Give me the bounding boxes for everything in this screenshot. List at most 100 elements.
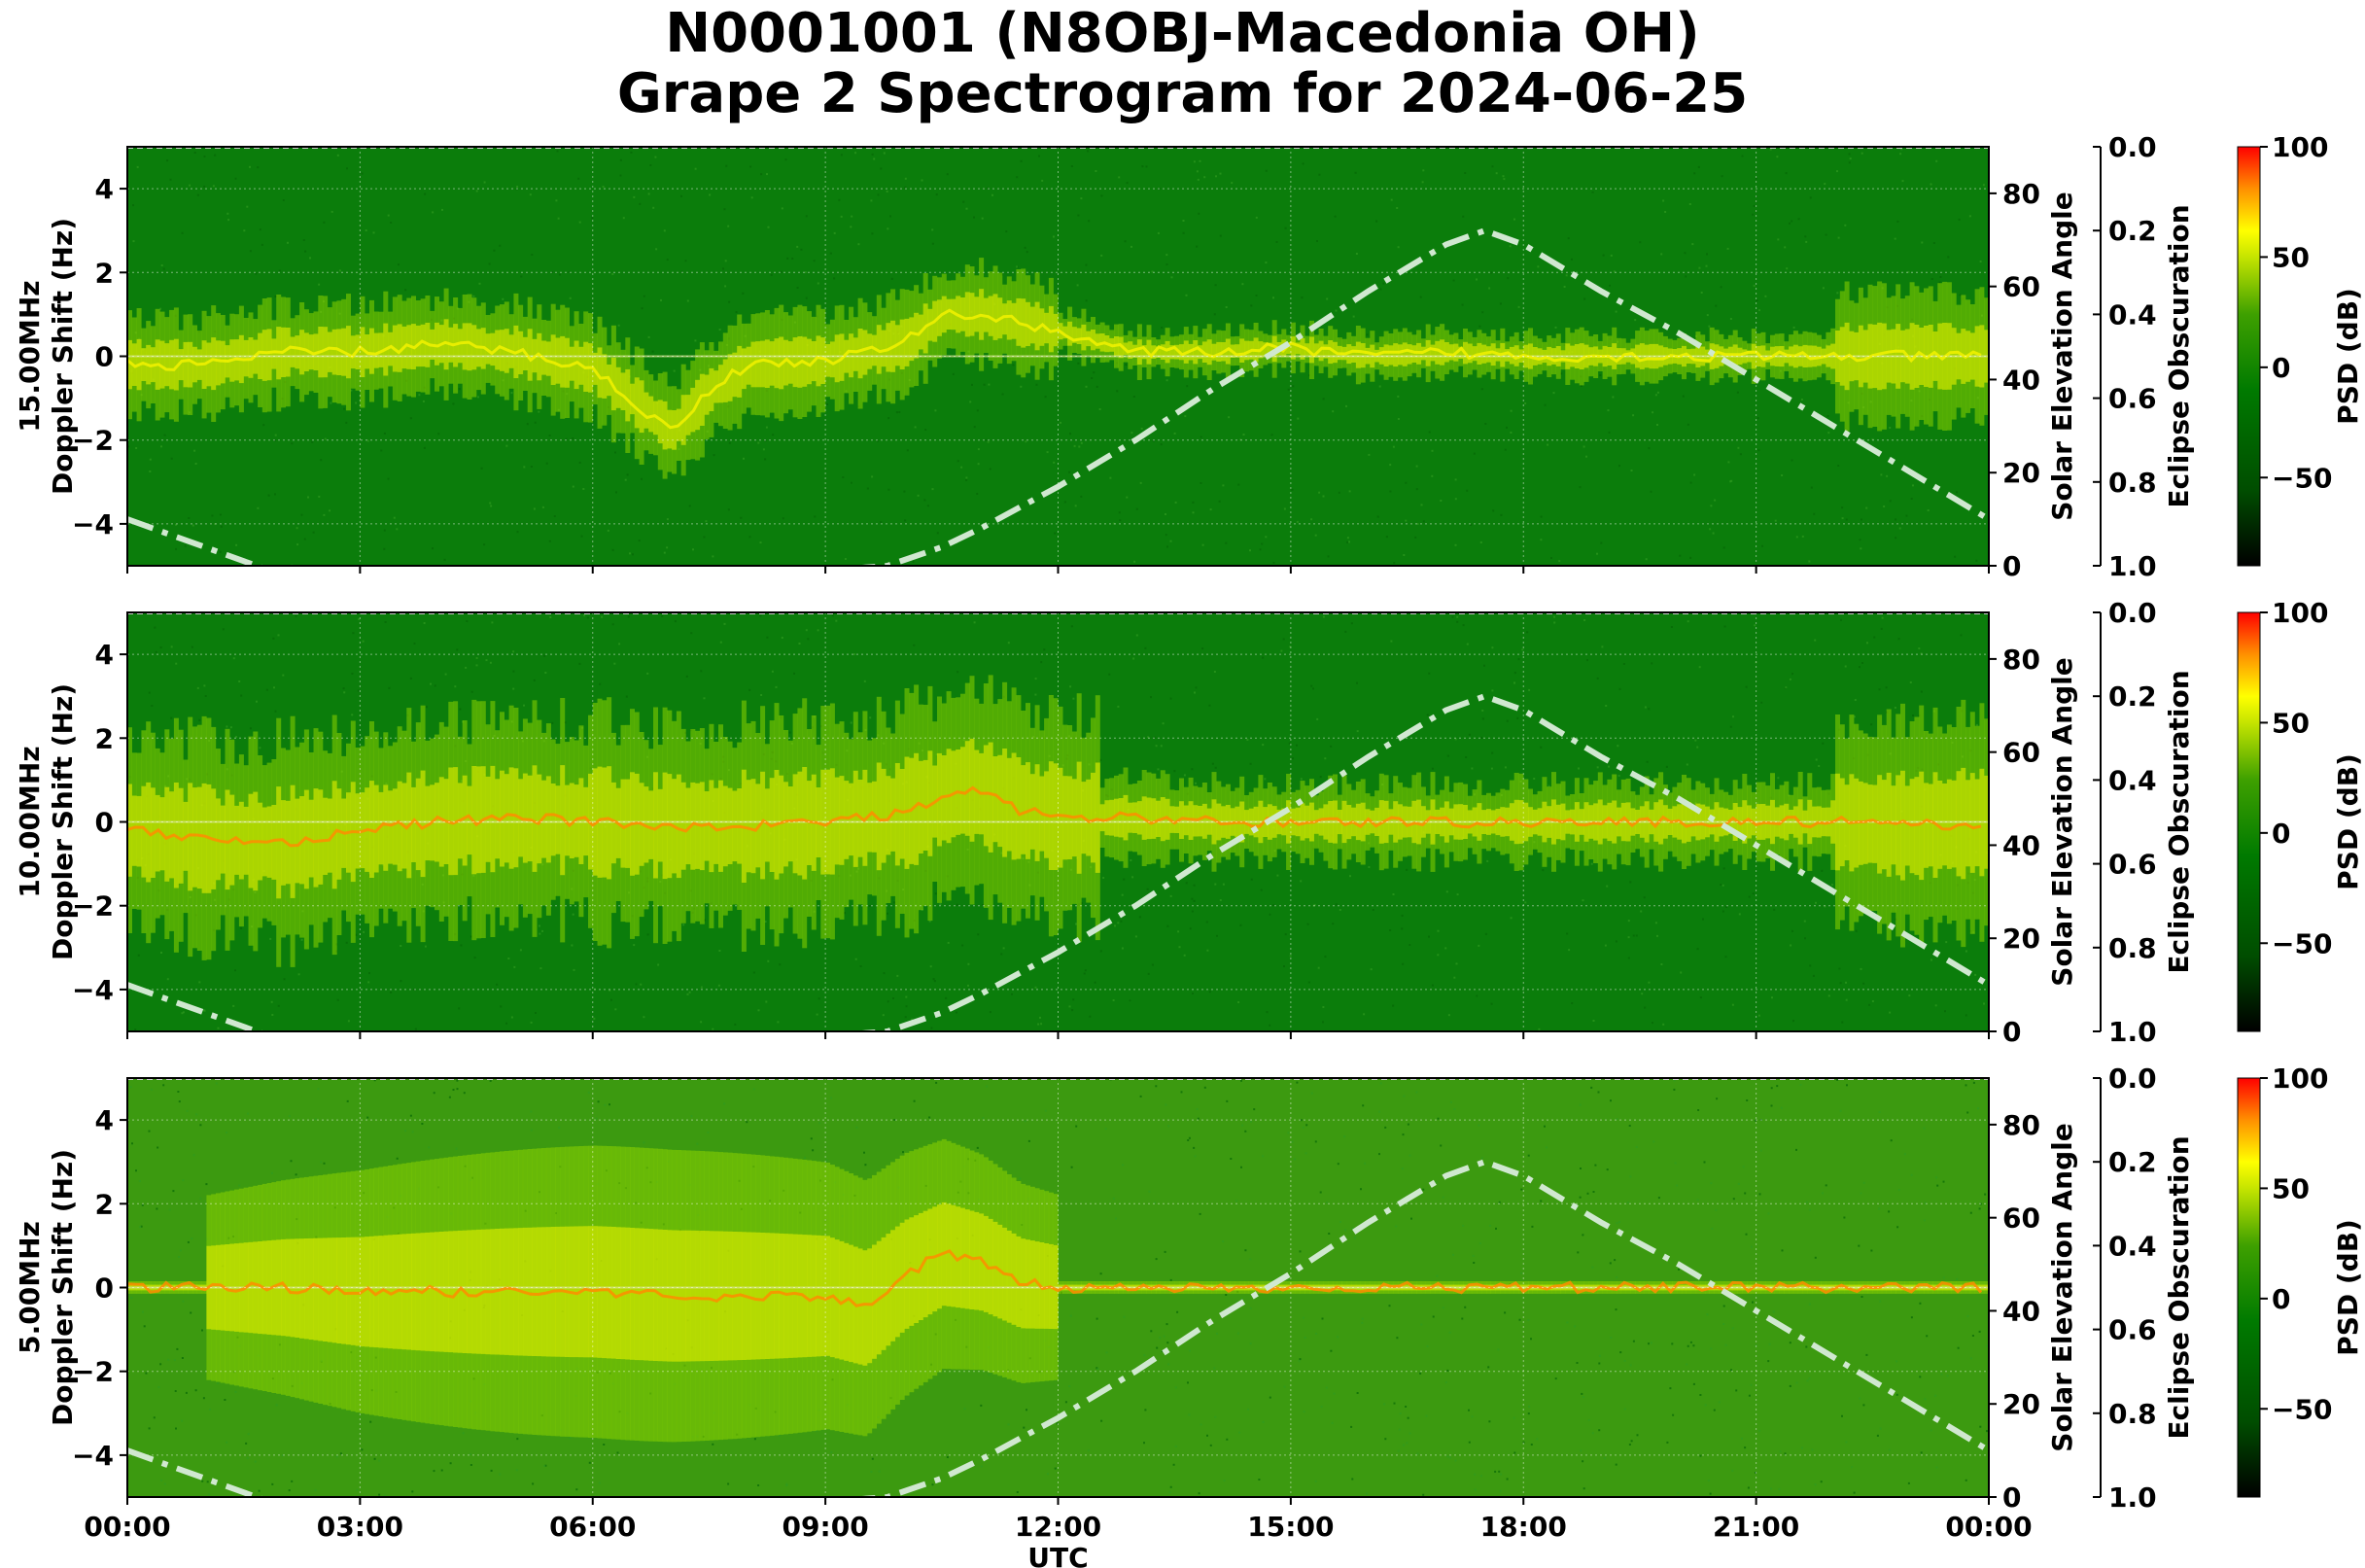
panel-1: 420−2−415.00MHz Doppler Shift (Hz)0204060… — [14, 131, 2364, 582]
doppler-axis-label: Doppler Shift (Hz) — [47, 218, 79, 495]
elevation-axis-label: Solar Elevation Angle — [2046, 192, 2078, 520]
elevation-tick-label: 40 — [2002, 364, 2040, 396]
elevation-tick-label: 80 — [2002, 1109, 2040, 1141]
doppler-trace-line — [127, 308, 1982, 430]
x-tick-label: 21:00 — [1713, 1511, 1799, 1543]
doppler-signal — [127, 614, 1989, 1031]
y-tick-label: −2 — [72, 425, 114, 457]
eclipse-tick-label: 0.6 — [2108, 1314, 2157, 1346]
colorbar-tick-label: 0 — [2272, 818, 2290, 850]
elevation-tick-label: 20 — [2002, 457, 2040, 489]
figure-title-line2: Grape 2 Spectrogram for 2024-06-25 — [616, 62, 1749, 125]
eclipse-tick-label: 0.0 — [2108, 1063, 2157, 1095]
colorbar — [2237, 611, 2261, 1032]
elevation-axis-text: Solar Elevation Angle — [2046, 1123, 2078, 1451]
y-tick-label: −2 — [72, 890, 114, 923]
y-tick-label: 4 — [95, 639, 114, 671]
panel-3: 420−2−45.00MHz Doppler Shift (Hz)02040608… — [14, 1063, 2364, 1568]
y-tick-label: −4 — [72, 974, 114, 1006]
elevation-tick-label: 40 — [2002, 829, 2040, 861]
colorbar-tick-label: 50 — [2272, 707, 2310, 739]
eclipse-tick-label: 1.0 — [2108, 1016, 2157, 1048]
x-tick-label: 12:00 — [1015, 1511, 1101, 1543]
eclipse-axis-text: Eclipse Obscuration — [2163, 1135, 2195, 1439]
doppler-axis-label: Doppler Shift (Hz) — [47, 1149, 79, 1426]
eclipse-tick-label: 1.0 — [2108, 1481, 2157, 1514]
colorbar-tick-label: 0 — [2272, 352, 2290, 384]
eclipse-tick-label: 0.8 — [2108, 932, 2157, 964]
solar-elevation-curve — [127, 693, 1989, 1031]
doppler-trace-line — [127, 1249, 1983, 1307]
x-tick-label: 00:00 — [1945, 1511, 2032, 1543]
x-tick-label: 09:00 — [783, 1511, 869, 1543]
eclipse-tick-label: 0.6 — [2108, 383, 2157, 415]
elevation-tick-label: 20 — [2002, 923, 2040, 955]
elevation-tick-label: 60 — [2002, 271, 2040, 303]
doppler-signal — [127, 147, 1989, 566]
elevation-tick-label: 0 — [2002, 1016, 2021, 1048]
x-axis-label: UTC — [1027, 1542, 1088, 1568]
eclipse-axis-label: Eclipse Obscuration — [2163, 1135, 2195, 1439]
y-tick-label: 4 — [95, 1104, 114, 1136]
eclipse-tick-label: 1.0 — [2108, 550, 2157, 582]
elevation-tick-label: 0 — [2002, 1481, 2021, 1514]
y-tick-label: −4 — [72, 508, 114, 540]
eclipse-tick-label: 0.0 — [2108, 131, 2157, 163]
colorbar-label-text: PSD (dB) — [2332, 288, 2364, 425]
doppler-trace-line — [127, 785, 1982, 848]
colorbar-label: PSD (dB) — [2332, 288, 2364, 425]
eclipse-axis-text: Eclipse Obscuration — [2163, 670, 2195, 973]
elevation-tick-label: 20 — [2002, 1388, 2040, 1420]
solar-elevation-curve — [127, 1159, 1989, 1497]
elevation-axis-label: Solar Elevation Angle — [2046, 1123, 2078, 1451]
y-tick-label: 2 — [95, 257, 114, 289]
eclipse-axis-label: Eclipse Obscuration — [2163, 670, 2195, 973]
colorbar-tick-label: 50 — [2272, 1172, 2310, 1204]
eclipse-tick-label: 0.4 — [2108, 764, 2157, 796]
frequency-label: 15.00MHz — [14, 280, 46, 432]
x-tick-label: 15:00 — [1247, 1511, 1334, 1543]
eclipse-tick-label: 0.2 — [2108, 680, 2157, 713]
eclipse-tick-label: 0.4 — [2108, 1230, 2157, 1262]
y-tick-label: 4 — [95, 173, 114, 205]
eclipse-tick-label: 0.8 — [2108, 467, 2157, 499]
eclipse-axis-label: Eclipse Obscuration — [2163, 204, 2195, 507]
eclipse-tick-label: 0.2 — [2108, 215, 2157, 247]
figure-title-line1: N0001001 (N8OBJ-Macedonia OH) — [665, 2, 1700, 65]
eclipse-tick-label: 0.0 — [2108, 597, 2157, 629]
elevation-tick-label: 40 — [2002, 1295, 2040, 1327]
elevation-tick-label: 60 — [2002, 737, 2040, 769]
y-axis-label: 10.00MHz Doppler Shift (Hz) — [14, 683, 79, 960]
y-tick-label: 0 — [95, 1272, 114, 1305]
elevation-tick-label: 80 — [2002, 178, 2040, 210]
x-tick-label: 00:00 — [84, 1511, 170, 1543]
elevation-axis-label: Solar Elevation Angle — [2046, 657, 2078, 986]
colorbar-tick-label: −50 — [2272, 927, 2332, 959]
doppler-signal — [127, 1078, 1989, 1497]
eclipse-tick-label: 0.6 — [2108, 849, 2157, 881]
y-tick-label: −4 — [72, 1440, 114, 1472]
y-tick-label: 0 — [95, 341, 114, 373]
colorbar-tick-label: 0 — [2272, 1283, 2290, 1315]
colorbar-tick-label: −50 — [2272, 462, 2332, 494]
y-tick-label: 2 — [95, 1188, 114, 1220]
x-tick-label: 18:00 — [1480, 1511, 1567, 1543]
frequency-label: 5.00MHz — [14, 1221, 46, 1354]
elevation-tick-label: 60 — [2002, 1202, 2040, 1235]
colorbar-tick-label: −50 — [2272, 1393, 2332, 1425]
colorbar-label: PSD (dB) — [2332, 753, 2364, 890]
x-tick-label: 06:00 — [549, 1511, 636, 1543]
y-tick-label: 2 — [95, 722, 114, 754]
y-tick-label: 0 — [95, 807, 114, 839]
doppler-axis-label: Doppler Shift (Hz) — [47, 683, 79, 960]
colorbar — [2237, 1077, 2261, 1498]
colorbar-tick-label: 50 — [2272, 241, 2310, 273]
eclipse-tick-label: 0.2 — [2108, 1146, 2157, 1178]
colorbar-label: PSD (dB) — [2332, 1219, 2364, 1356]
panel-2: 420−2−410.00MHz Doppler Shift (Hz)0204060… — [14, 597, 2364, 1048]
colorbar-tick-label: 100 — [2272, 1063, 2328, 1095]
eclipse-tick-label: 0.4 — [2108, 298, 2157, 331]
elevation-axis-text: Solar Elevation Angle — [2046, 657, 2078, 986]
